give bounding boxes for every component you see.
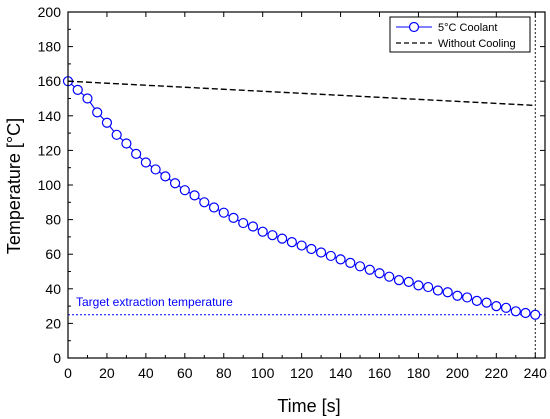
x-tick-label: 20: [99, 365, 115, 381]
data-point: [140, 157, 151, 168]
x-tick-label: 100: [251, 365, 275, 381]
data-point: [267, 230, 278, 241]
data-point: [335, 254, 346, 265]
data-point: [296, 240, 307, 251]
data-point: [131, 148, 142, 159]
target-temperature-annotation: Target extraction temperature: [76, 295, 233, 309]
data-point: [393, 275, 405, 286]
y-tick-label: 20: [45, 315, 61, 331]
data-point: [384, 271, 395, 282]
data-point: [101, 117, 113, 128]
x-tick-label: 180: [407, 365, 431, 381]
data-point: [286, 236, 297, 248]
data-point: [208, 202, 220, 213]
y-tick-label: 200: [38, 4, 62, 20]
x-axis-title: Time [s]: [277, 396, 340, 416]
data-point: [423, 281, 434, 293]
data-point: [150, 164, 161, 175]
data-point: [374, 268, 385, 279]
data-point: [277, 233, 288, 244]
data-point: [491, 301, 502, 312]
data-point: [432, 285, 444, 296]
y-tick-label: 160: [38, 73, 62, 89]
x-tick-label: 60: [177, 365, 193, 381]
x-tick-label: 240: [524, 365, 548, 381]
data-point: [442, 287, 453, 298]
data-point: [199, 197, 210, 208]
y-tick-label: 100: [38, 177, 62, 193]
y-tick-label: 80: [45, 212, 61, 228]
y-tick-label: 180: [38, 39, 62, 55]
data-point: [72, 84, 83, 95]
x-tick-label: 200: [446, 365, 470, 381]
data-point: [403, 276, 414, 287]
data-point: [354, 261, 366, 272]
series-line-nocooling: [67, 80, 536, 107]
data-point: [92, 107, 103, 118]
data-point: [462, 292, 473, 303]
data-point: [247, 221, 259, 232]
x-tick-label: 120: [290, 365, 314, 381]
legend-label-nocooling: Without Cooling: [438, 38, 516, 50]
y-tick-label: 120: [38, 142, 62, 158]
data-point: [471, 295, 482, 307]
data-point: [228, 212, 239, 223]
legend: 5°C Coolant Without Cooling: [389, 16, 531, 53]
x-tick-label: 80: [216, 365, 232, 381]
y-tick-label: 0: [53, 350, 61, 366]
data-point: [218, 207, 229, 218]
y-tick-label: 40: [45, 281, 61, 297]
data-point: [520, 307, 531, 319]
legend-label-coolant: 5°C Coolant: [438, 22, 497, 34]
x-tick-label: 0: [64, 365, 72, 381]
y-axis-title: Temperature [°C]: [4, 118, 24, 254]
data-point: [510, 306, 521, 317]
data-point: [325, 250, 336, 262]
data-point: [306, 243, 317, 255]
data-point: [82, 93, 93, 104]
data-point: [121, 138, 132, 149]
legend-marker-coolant: [408, 21, 420, 33]
y-tick-label: 140: [38, 108, 62, 124]
data-point: [316, 247, 327, 258]
data-point: [238, 217, 249, 229]
series-line-coolant: [67, 80, 536, 316]
data-point: [179, 185, 190, 196]
data-point: [345, 257, 356, 268]
data-point: [481, 297, 492, 308]
x-tick-label: 220: [485, 365, 509, 381]
data-point: [530, 309, 541, 320]
series-layer: [62, 76, 541, 320]
data-point: [413, 280, 424, 291]
axes: 0 20 40 60 80 100 120 140 160 180 200 220 240 0 20 40 60…: [38, 4, 548, 381]
data-point: [452, 290, 463, 301]
reference-lines: [68, 12, 545, 358]
data-point: [364, 264, 375, 275]
data-point: [257, 226, 268, 237]
x-tick-label: 40: [138, 365, 154, 381]
x-tick-label: 160: [368, 365, 392, 381]
data-point: [500, 302, 512, 313]
data-point: [169, 178, 181, 189]
data-point: [189, 190, 200, 201]
data-point: [160, 171, 171, 182]
x-tick-label: 140: [329, 365, 353, 381]
data-point: [111, 129, 122, 140]
y-tick-label: 60: [45, 246, 61, 262]
